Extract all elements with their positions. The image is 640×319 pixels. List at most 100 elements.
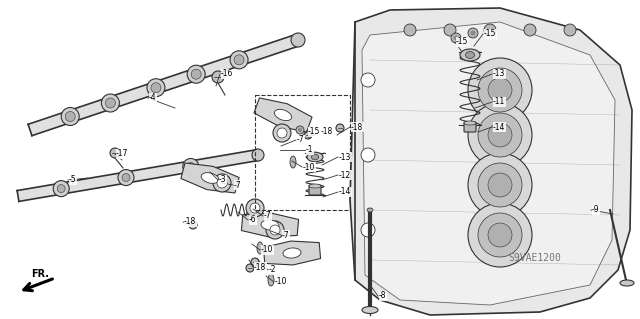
Circle shape: [230, 51, 248, 69]
Text: -3: -3: [219, 175, 227, 184]
Polygon shape: [350, 8, 632, 315]
Circle shape: [277, 128, 287, 138]
Ellipse shape: [201, 173, 219, 183]
Text: -14: -14: [339, 188, 351, 197]
Polygon shape: [28, 34, 300, 136]
Text: -14: -14: [493, 122, 506, 131]
Ellipse shape: [465, 51, 474, 58]
Text: -4: -4: [149, 93, 157, 102]
Circle shape: [404, 24, 416, 36]
Circle shape: [189, 221, 197, 229]
Ellipse shape: [290, 156, 296, 168]
Polygon shape: [254, 98, 312, 132]
Circle shape: [187, 162, 195, 170]
Circle shape: [488, 173, 512, 197]
Circle shape: [270, 225, 280, 235]
Circle shape: [478, 68, 522, 112]
Circle shape: [57, 185, 65, 193]
Circle shape: [61, 108, 79, 125]
Text: -15: -15: [308, 128, 321, 137]
Circle shape: [470, 31, 476, 35]
Circle shape: [488, 223, 512, 247]
Ellipse shape: [283, 248, 301, 258]
Text: -7: -7: [282, 231, 290, 240]
Text: -18: -18: [351, 122, 364, 131]
Text: -7: -7: [264, 211, 271, 220]
Text: -8: -8: [379, 292, 387, 300]
Text: S9VAE1200: S9VAE1200: [509, 253, 561, 263]
Ellipse shape: [460, 49, 480, 61]
Circle shape: [564, 24, 576, 36]
Text: -15: -15: [456, 38, 468, 47]
Circle shape: [246, 264, 254, 272]
Text: -13: -13: [339, 152, 351, 161]
Circle shape: [118, 170, 134, 186]
Text: -5: -5: [69, 175, 77, 184]
Ellipse shape: [268, 274, 274, 286]
Circle shape: [291, 33, 305, 47]
Circle shape: [147, 79, 165, 97]
Circle shape: [273, 124, 291, 142]
Circle shape: [484, 24, 496, 36]
Text: -7: -7: [297, 136, 305, 145]
Circle shape: [151, 83, 161, 93]
Text: -16: -16: [221, 70, 234, 78]
Circle shape: [250, 203, 260, 213]
Text: FR.: FR.: [31, 269, 49, 279]
Circle shape: [454, 35, 458, 41]
Circle shape: [106, 98, 115, 108]
Circle shape: [213, 174, 231, 192]
Circle shape: [101, 94, 120, 112]
Text: -17: -17: [116, 150, 129, 159]
Circle shape: [212, 71, 224, 83]
Ellipse shape: [309, 184, 321, 188]
Circle shape: [478, 113, 522, 157]
Text: -11: -11: [493, 98, 505, 107]
FancyBboxPatch shape: [464, 122, 476, 132]
Text: -2: -2: [269, 265, 276, 275]
Polygon shape: [362, 22, 615, 305]
Circle shape: [191, 69, 201, 79]
Text: -15: -15: [484, 29, 497, 39]
Ellipse shape: [275, 109, 292, 121]
Text: -18: -18: [184, 218, 196, 226]
Circle shape: [451, 33, 461, 43]
Text: -10: -10: [303, 162, 316, 172]
Circle shape: [183, 159, 199, 174]
Ellipse shape: [362, 307, 378, 314]
Circle shape: [361, 148, 375, 162]
Text: -9: -9: [592, 205, 600, 214]
Polygon shape: [241, 213, 299, 237]
Text: -10: -10: [275, 278, 287, 286]
Circle shape: [246, 199, 264, 217]
Circle shape: [187, 65, 205, 83]
Circle shape: [336, 124, 344, 132]
Circle shape: [266, 221, 284, 239]
Circle shape: [444, 24, 456, 36]
Circle shape: [298, 128, 302, 132]
Ellipse shape: [312, 154, 319, 160]
Polygon shape: [264, 241, 321, 265]
Circle shape: [361, 73, 375, 87]
Circle shape: [252, 149, 264, 161]
Text: -6: -6: [249, 216, 257, 225]
Text: -10: -10: [261, 246, 273, 255]
Text: -7: -7: [234, 181, 242, 189]
Circle shape: [304, 131, 312, 139]
Ellipse shape: [464, 121, 476, 125]
Ellipse shape: [620, 280, 634, 286]
Circle shape: [217, 178, 227, 188]
Ellipse shape: [367, 208, 373, 212]
Circle shape: [478, 213, 522, 257]
Polygon shape: [17, 150, 259, 201]
Circle shape: [524, 24, 536, 36]
Circle shape: [65, 112, 76, 122]
Ellipse shape: [307, 152, 323, 162]
Circle shape: [468, 203, 532, 267]
Ellipse shape: [261, 220, 279, 230]
Circle shape: [251, 258, 259, 266]
Circle shape: [296, 126, 304, 134]
Text: -12: -12: [339, 170, 351, 180]
Circle shape: [488, 123, 512, 147]
Circle shape: [488, 78, 512, 102]
